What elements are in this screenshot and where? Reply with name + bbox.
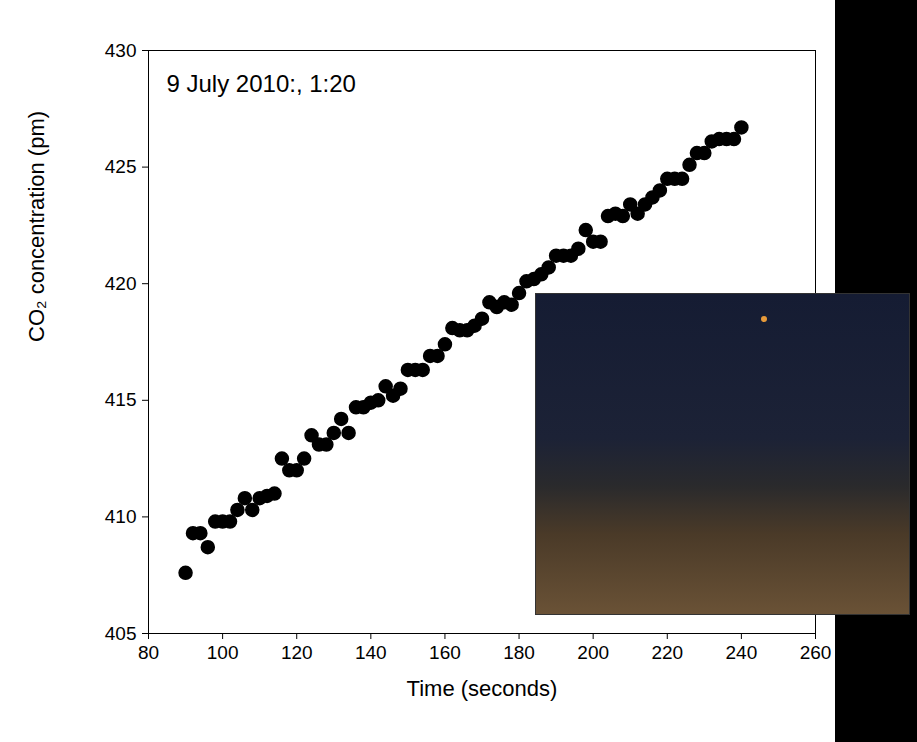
svg-text:100: 100 bbox=[207, 642, 239, 663]
svg-text:405: 405 bbox=[105, 623, 137, 644]
svg-text:425: 425 bbox=[105, 156, 137, 177]
svg-text:260: 260 bbox=[800, 642, 832, 663]
svg-text:180: 180 bbox=[503, 642, 535, 663]
svg-text:420: 420 bbox=[105, 273, 137, 294]
svg-text:CO₂ concentration (pm): CO₂ concentration (pm) bbox=[24, 111, 49, 342]
svg-text:140: 140 bbox=[355, 642, 387, 663]
svg-text:80: 80 bbox=[138, 642, 159, 663]
svg-text:430: 430 bbox=[105, 40, 137, 61]
svg-text:200: 200 bbox=[577, 642, 609, 663]
svg-text:410: 410 bbox=[105, 506, 137, 527]
svg-text:160: 160 bbox=[429, 642, 461, 663]
svg-text:240: 240 bbox=[726, 642, 758, 663]
svg-text:220: 220 bbox=[651, 642, 683, 663]
svg-text:9 July 2010:, 1:20: 9 July 2010:, 1:20 bbox=[167, 70, 356, 97]
svg-text:Time (seconds): Time (seconds) bbox=[407, 676, 558, 701]
svg-text:120: 120 bbox=[281, 642, 313, 663]
svg-text:415: 415 bbox=[105, 389, 137, 410]
